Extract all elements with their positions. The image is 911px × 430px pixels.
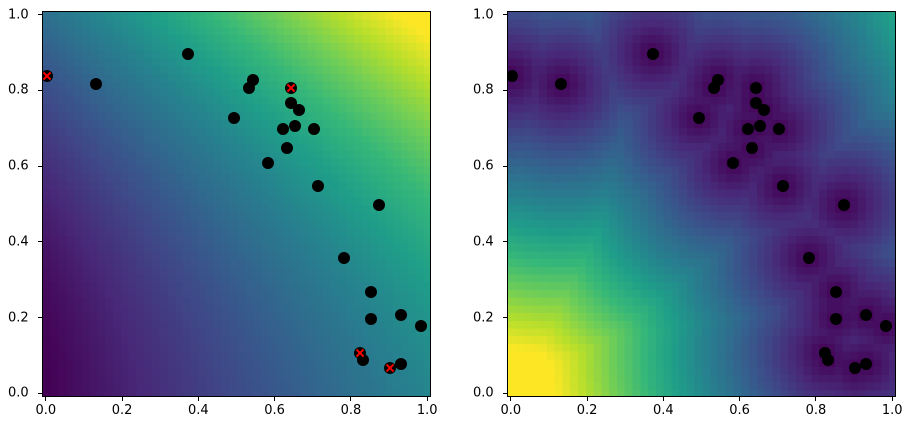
x-tick-mark — [45, 397, 47, 401]
y-tick-mark — [503, 14, 507, 16]
data-point — [860, 308, 873, 321]
y-tick-mark — [503, 392, 507, 394]
y-tick-mark — [503, 241, 507, 243]
x-tick-label: 0.8 — [805, 403, 827, 418]
data-point — [646, 47, 659, 60]
y-tick-mark — [38, 165, 42, 167]
data-point — [692, 111, 705, 124]
right-heatmap — [508, 12, 895, 396]
data-point — [803, 251, 816, 264]
x-tick-mark — [739, 397, 741, 401]
highlight-x-marker — [43, 70, 53, 82]
data-point — [414, 320, 427, 333]
y-tick-label: 0.4 — [473, 234, 494, 250]
y-tick-label: 0.2 — [473, 310, 494, 326]
y-tick-mark — [38, 241, 42, 243]
data-point — [711, 74, 724, 87]
data-point — [338, 251, 351, 264]
right-plot-area — [507, 11, 896, 397]
y-tick-mark — [38, 392, 42, 394]
highlight-x-marker — [354, 347, 366, 359]
y-tick-mark — [503, 317, 507, 319]
data-point — [262, 157, 274, 170]
data-point — [860, 357, 873, 370]
x-tick-label: 0.6 — [264, 403, 285, 418]
data-point — [246, 74, 259, 87]
x-tick-mark — [274, 397, 276, 401]
data-point — [307, 123, 320, 136]
y-tick-label: 1.0 — [473, 7, 494, 23]
data-point — [837, 199, 850, 211]
data-point — [849, 361, 862, 374]
x-tick-label: 0.0 — [35, 403, 57, 418]
data-point — [822, 354, 835, 367]
right-chart-panel: 0.0 0.2 0.4 0.6 0.8 1.0 0.0 0.2 0.4 0.6 0.8 1.0 — [455, 0, 910, 430]
data-point — [227, 111, 240, 124]
data-point — [555, 77, 568, 90]
highlight-x-marker — [285, 82, 297, 94]
x-tick-mark — [121, 397, 123, 401]
data-point — [395, 308, 408, 321]
x-tick-label: 1.0 — [881, 403, 903, 418]
x-tick-mark — [197, 397, 199, 401]
x-tick-label: 0.6 — [729, 403, 750, 418]
data-point — [742, 123, 755, 136]
x-tick-label: 0.4 — [653, 403, 674, 418]
data-point — [727, 157, 739, 170]
y-tick-label: 0.6 — [8, 158, 29, 174]
y-tick-label: 0.4 — [8, 234, 29, 250]
data-point — [753, 119, 766, 132]
data-point — [181, 47, 194, 60]
data-point — [829, 312, 842, 325]
y-tick-mark — [38, 317, 42, 319]
data-point — [364, 286, 377, 299]
y-tick-mark — [503, 89, 507, 91]
x-tick-mark — [510, 397, 512, 401]
y-tick-label: 0.0 — [473, 385, 494, 401]
y-tick-label: 0.6 — [473, 158, 494, 174]
data-point — [288, 119, 301, 132]
data-point — [395, 357, 408, 370]
x-tick-label: 0.4 — [188, 403, 209, 418]
y-tick-label: 0.8 — [473, 82, 494, 98]
data-point — [508, 70, 518, 83]
data-point — [281, 142, 294, 155]
data-point — [372, 199, 385, 211]
y-tick-label: 0.8 — [8, 82, 29, 98]
data-point — [746, 142, 759, 155]
data-point — [757, 104, 770, 117]
y-tick-label: 0.0 — [8, 385, 29, 401]
y-tick-mark — [38, 89, 42, 91]
data-point — [364, 312, 377, 325]
x-tick-label: 0.0 — [500, 403, 522, 418]
data-point — [829, 286, 842, 299]
y-tick-mark — [38, 14, 42, 16]
data-point — [90, 77, 103, 90]
x-tick-mark — [350, 397, 352, 401]
x-tick-mark — [426, 397, 428, 401]
x-tick-mark — [815, 397, 817, 401]
y-tick-label: 0.2 — [8, 310, 29, 326]
data-point — [749, 81, 762, 94]
y-tick-mark — [503, 165, 507, 167]
data-point — [277, 123, 290, 136]
x-tick-mark — [662, 397, 664, 401]
data-point — [292, 104, 305, 117]
left-chart-panel: 0.0 0.2 0.4 0.6 0.8 1.0 0.0 0.2 0.4 0.6 0.8 1.0 — [0, 0, 455, 430]
x-tick-mark — [891, 397, 893, 401]
x-tick-label: 0.2 — [111, 403, 133, 418]
data-point — [776, 180, 789, 193]
left-plot-area — [42, 11, 431, 397]
data-point — [772, 123, 785, 136]
x-tick-label: 0.8 — [340, 403, 362, 418]
x-tick-label: 0.2 — [576, 403, 598, 418]
highlight-x-marker — [384, 362, 396, 374]
x-tick-label: 1.0 — [416, 403, 438, 418]
x-tick-mark — [586, 397, 588, 401]
data-point — [311, 180, 324, 193]
left-heatmap — [43, 12, 430, 396]
y-tick-label: 1.0 — [8, 7, 29, 23]
data-point — [879, 320, 892, 333]
